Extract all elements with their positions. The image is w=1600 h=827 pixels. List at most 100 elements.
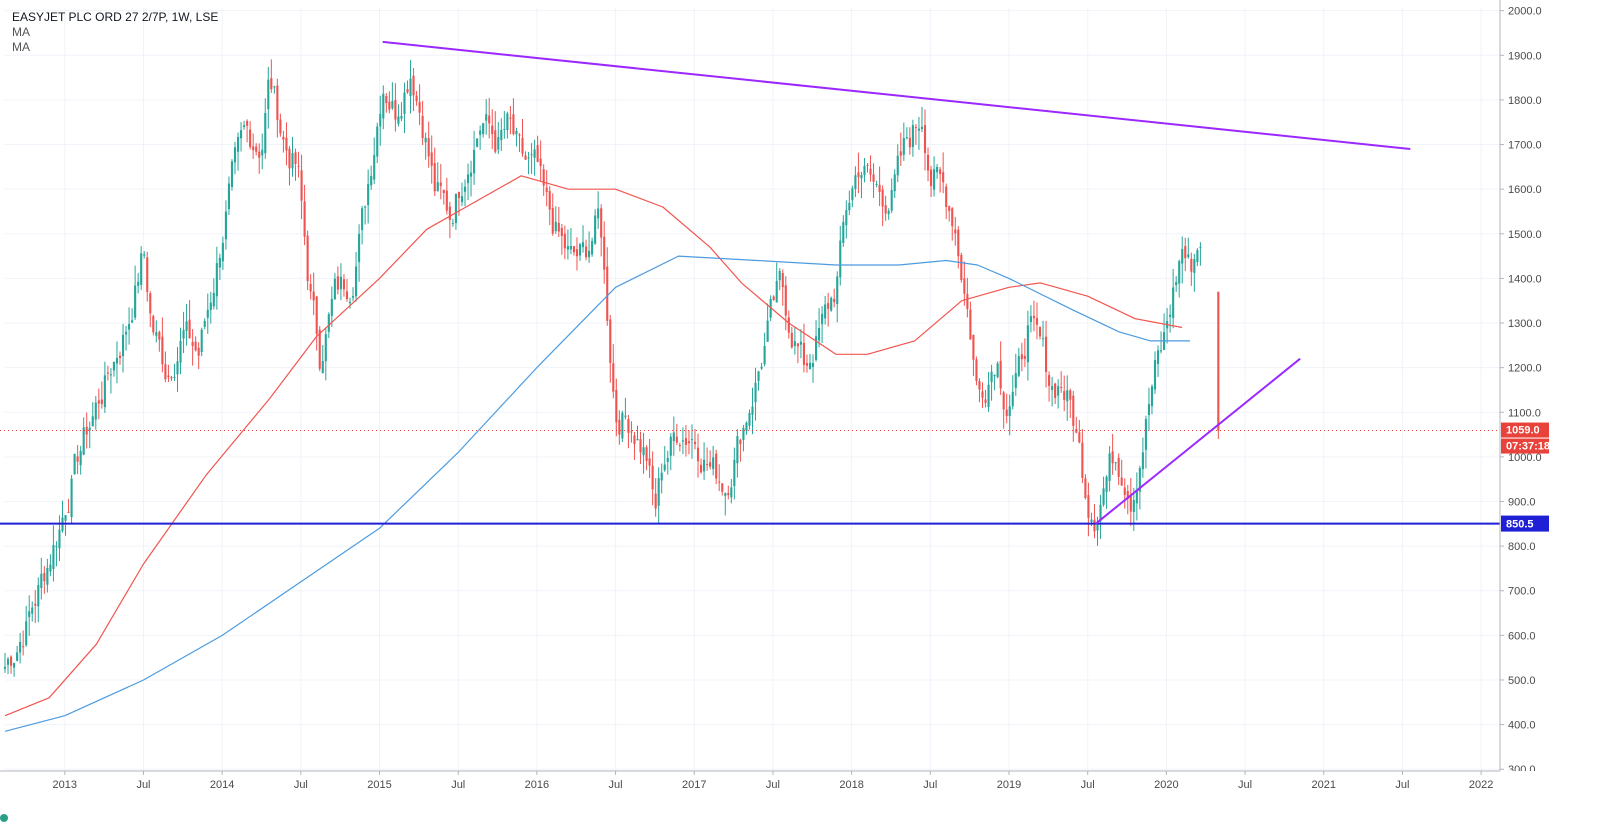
candle <box>621 410 624 443</box>
candle <box>1111 433 1114 475</box>
candle-body <box>131 320 134 323</box>
candle-body <box>933 169 936 190</box>
candle <box>866 163 869 173</box>
candle <box>173 363 176 382</box>
candle-body <box>811 363 815 367</box>
candle <box>64 514 67 536</box>
candle-body <box>793 341 796 346</box>
candle <box>276 78 279 138</box>
candle-body <box>963 278 966 294</box>
chart-legend: EASYJET PLC ORD 27 2/7P, 1W, LSE MA MA <box>12 10 218 55</box>
time-tick-label: Jul <box>136 779 150 791</box>
candle-body <box>236 137 240 152</box>
candle <box>482 122 485 138</box>
candle-body <box>1008 406 1011 417</box>
candle <box>457 191 461 216</box>
candle <box>1135 472 1138 521</box>
candle <box>875 180 878 188</box>
moving-average-label-2[interactable]: MA <box>12 40 30 54</box>
candle <box>584 239 588 261</box>
candle-body <box>221 242 224 262</box>
candle-body <box>1084 478 1087 499</box>
candle-body <box>569 246 572 250</box>
candle-body <box>279 119 282 134</box>
candle-body <box>730 487 733 498</box>
resistance-trendline[interactable] <box>382 40 1411 150</box>
candle <box>745 421 748 435</box>
candle <box>699 458 703 474</box>
candle-body <box>103 375 106 408</box>
candle <box>951 207 954 241</box>
candle-body <box>993 374 996 376</box>
candle-body <box>784 285 787 316</box>
candle-body <box>584 246 588 258</box>
candle <box>1181 236 1184 284</box>
candle-body <box>494 130 497 152</box>
candle-body <box>987 384 990 408</box>
candle <box>361 205 364 245</box>
time-tick-label: Jul <box>1081 779 1095 791</box>
candle-body <box>1051 386 1054 390</box>
level-badge[interactable]: 850.5 <box>1501 515 1549 532</box>
candle <box>824 296 827 325</box>
candle-body <box>134 285 137 318</box>
candle-body <box>28 611 31 618</box>
candle-body <box>230 161 234 187</box>
time-tick-label: 2014 <box>210 779 234 791</box>
candle <box>218 253 221 281</box>
candle <box>672 416 675 456</box>
candle <box>845 200 848 239</box>
candle <box>1144 415 1147 469</box>
candle-body <box>775 280 778 303</box>
candle-body <box>361 208 364 231</box>
candle <box>721 483 724 496</box>
candle <box>594 209 597 245</box>
candle <box>285 122 288 166</box>
candle-body <box>22 646 25 648</box>
candle <box>818 308 821 348</box>
candle <box>1087 482 1090 537</box>
candle-body <box>46 567 49 585</box>
candle <box>536 135 539 163</box>
candle-body <box>727 492 730 496</box>
candle-body <box>509 117 512 119</box>
candle-body <box>31 607 34 614</box>
price-tick-label: 1300.0 <box>1508 318 1542 330</box>
candle <box>984 389 987 408</box>
candle-body <box>999 360 1002 389</box>
candle-body <box>327 314 330 332</box>
candle-body <box>106 372 109 374</box>
candle-body <box>243 125 246 127</box>
candle <box>249 121 252 150</box>
candle <box>890 178 893 214</box>
symbol-title[interactable]: EASYJET PLC ORD 27 2/7P, 1W, LSE <box>12 10 219 24</box>
candle-body <box>745 422 748 431</box>
candle <box>491 109 494 149</box>
candle <box>25 605 28 647</box>
last-price-badge[interactable]: 1059.0 <box>1501 422 1549 438</box>
candle <box>221 236 224 270</box>
moving-average-label-1[interactable]: MA <box>12 25 30 39</box>
support-trendline[interactable] <box>1094 357 1301 525</box>
candle <box>200 327 203 357</box>
candle-body <box>1169 314 1172 317</box>
countdown-badge[interactable]: 07:37:18 <box>1501 438 1550 454</box>
candle <box>624 397 627 420</box>
price-tick-label: 1600.0 <box>1508 184 1542 196</box>
candle-body <box>578 244 582 256</box>
candle-body <box>984 399 987 403</box>
candle-body <box>724 493 727 496</box>
candle-body <box>121 334 125 357</box>
candle <box>606 247 609 326</box>
candle-body <box>297 165 300 167</box>
candle <box>197 342 200 370</box>
candle-body <box>9 656 13 666</box>
candle-body <box>1014 373 1017 388</box>
price-tick-label: 1700.0 <box>1508 140 1542 152</box>
candle <box>128 307 131 345</box>
candle-body <box>715 453 718 479</box>
candle-body <box>1096 523 1099 531</box>
candle-body <box>246 120 249 126</box>
